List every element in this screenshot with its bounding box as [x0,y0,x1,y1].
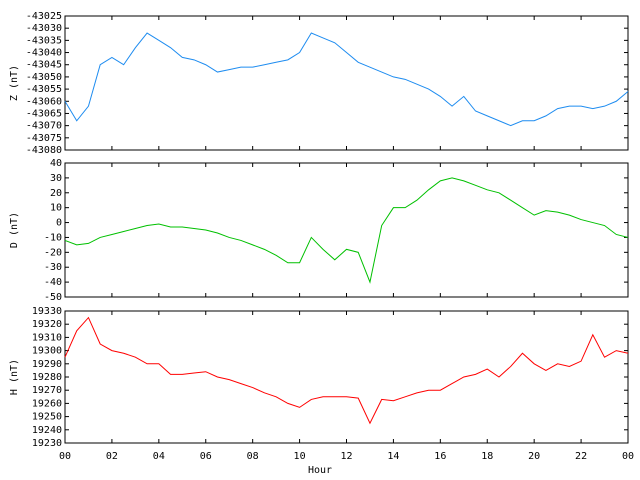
y-tick-label: 10 [50,203,62,214]
y-tick-label: 19240 [32,425,62,436]
y-tick-label: -10 [44,232,62,243]
y-tick-label: -20 [44,247,62,258]
x-tick-label: 00 [59,451,71,462]
y-tick-label: 19310 [32,332,62,343]
y-tick-label: 40 [50,158,62,169]
x-tick-label: 00 [622,451,634,462]
x-axis-label: Hour [308,465,332,476]
x-tick-label: 08 [247,451,259,462]
plot-frame [64,162,629,298]
y-tick-label: -30 [44,262,62,273]
x-tick-label: 18 [481,451,493,462]
y-tick-label: -43065 [26,108,62,119]
y-tick-label: -40 [44,277,62,288]
y-tick-label: -43080 [26,145,62,156]
y-tick-label: -43040 [26,48,62,59]
x-tick-label: 20 [528,451,540,462]
y-axis-label: D (nT) [9,212,20,248]
y-tick-label: 19250 [32,412,62,423]
y-tick-label: 20 [50,188,62,199]
y-tick-label: -43050 [26,72,62,83]
y-tick-label: 19230 [32,438,62,449]
x-tick-label: 02 [106,451,118,462]
y-tick-label: -43030 [26,23,62,34]
data-line [64,177,629,284]
x-tick-label: 12 [340,451,352,462]
y-tick-label: -43025 [26,11,62,22]
y-tick-label: 19290 [32,359,62,370]
y-tick-label: -43075 [26,133,62,144]
y-tick-label: 30 [50,173,62,184]
y-tick-label: 19280 [32,372,62,383]
y-tick-label: 19270 [32,385,62,396]
y-tick-label: -50 [44,292,62,303]
x-tick-label: 04 [153,451,165,462]
plot-frame [64,310,629,444]
x-tick-label: 22 [575,451,587,462]
data-line [64,32,629,127]
y-tick-label: -43035 [26,35,62,46]
data-line [64,316,629,425]
y-tick-label: 19260 [32,398,62,409]
x-tick-label: 14 [387,451,399,462]
x-tick-label: 06 [200,451,212,462]
y-tick-label: 19320 [32,319,62,330]
y-axis-label: Z (nT) [9,65,20,101]
x-tick-label: 10 [294,451,306,462]
x-tick-label: 16 [434,451,446,462]
plot-frame [64,15,629,151]
y-axis-label: H (nT) [9,359,20,395]
y-tick-label: -43055 [26,84,62,95]
y-tick-label: 0 [56,218,62,229]
y-tick-label: -43045 [26,60,62,71]
y-tick-label: -43070 [26,121,62,132]
y-tick-label: 19300 [32,346,62,357]
y-tick-label: -43060 [26,96,62,107]
y-tick-label: 19330 [32,306,62,317]
